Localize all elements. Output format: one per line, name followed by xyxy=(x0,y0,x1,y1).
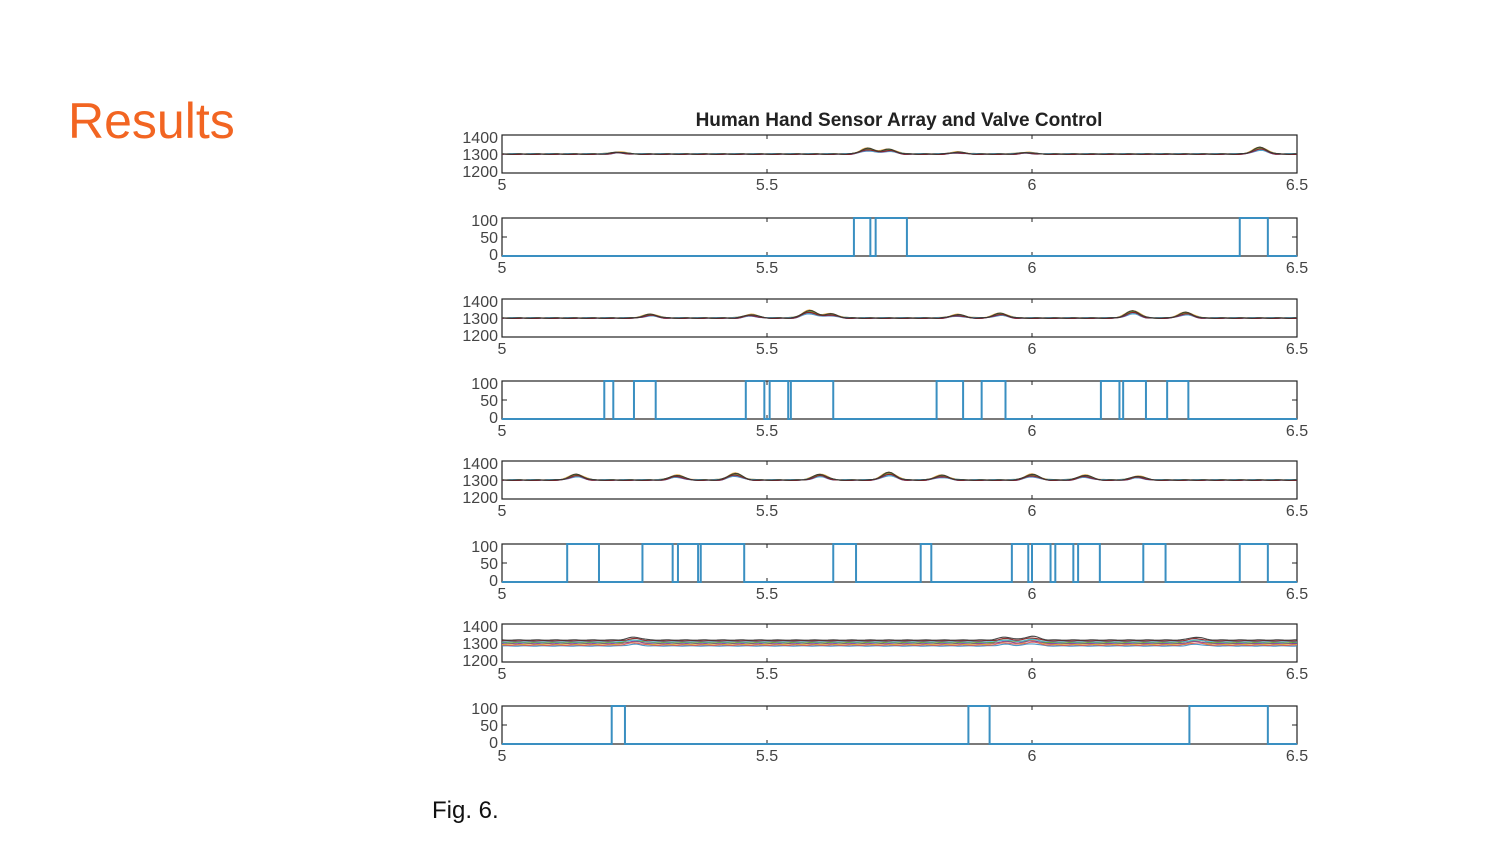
y-tick-label: 100 xyxy=(471,701,498,718)
y-tick-label: 1400 xyxy=(462,619,498,636)
x-tick-label: 6 xyxy=(1028,748,1037,765)
y-tick-label: 50 xyxy=(480,556,498,573)
x-tick-label: 6.5 xyxy=(1286,586,1308,603)
axes-box xyxy=(501,705,1298,745)
y-tick-label: 1300 xyxy=(462,147,498,164)
x-tick-label: 5 xyxy=(498,177,507,194)
sensor-trace-line xyxy=(501,471,1297,481)
x-tick-label: 5 xyxy=(498,260,507,277)
y-tick-label: 0 xyxy=(489,573,498,590)
x-tick-label: 5.5 xyxy=(756,341,778,358)
y-tick-label: 1300 xyxy=(462,311,498,328)
valve-signal-line xyxy=(502,705,1297,745)
x-tick-label: 5 xyxy=(498,748,507,765)
x-tick-label: 5.5 xyxy=(756,177,778,194)
x-tick-label: 5 xyxy=(498,423,507,440)
x-tick-label: 6.5 xyxy=(1286,341,1308,358)
sensor-trace-line xyxy=(501,643,1298,647)
x-tick-label: 6.5 xyxy=(1286,260,1308,277)
y-tick-label: 1400 xyxy=(462,456,498,473)
x-tick-label: 5.5 xyxy=(756,423,778,440)
x-tick-label: 6 xyxy=(1028,503,1037,520)
y-tick-label: 1200 xyxy=(462,490,498,507)
x-tick-label: 5.5 xyxy=(756,748,778,765)
figure-caption: Fig. 6. xyxy=(432,797,499,824)
valve-signal-line xyxy=(502,543,1297,583)
sensor-trace-line xyxy=(501,635,1297,641)
y-tick-label: 1400 xyxy=(462,294,498,311)
slide-title: Results xyxy=(68,93,235,149)
x-tick-label: 6 xyxy=(1028,423,1037,440)
x-tick-label: 6.5 xyxy=(1286,748,1308,765)
x-tick-label: 6.5 xyxy=(1286,666,1308,683)
valve-signal-line xyxy=(502,380,1297,420)
sensor-trace-line xyxy=(501,641,1297,646)
sensor-trace-line xyxy=(501,146,1297,155)
x-tick-label: 5 xyxy=(498,503,507,520)
axes-box xyxy=(501,380,1298,420)
y-tick-label: 1200 xyxy=(462,328,498,345)
x-tick-label: 6 xyxy=(1028,586,1037,603)
sensor-trace-line xyxy=(501,637,1298,642)
y-tick-label: 50 xyxy=(480,718,498,735)
x-tick-label: 5 xyxy=(498,666,507,683)
x-tick-label: 5.5 xyxy=(756,666,778,683)
y-tick-label: 1200 xyxy=(462,653,498,670)
x-tick-label: 6 xyxy=(1028,341,1037,358)
y-tick-label: 1300 xyxy=(462,473,498,490)
y-tick-label: 0 xyxy=(489,410,498,427)
y-tick-label: 100 xyxy=(471,376,498,393)
x-tick-label: 5.5 xyxy=(756,503,778,520)
x-tick-label: 6.5 xyxy=(1286,177,1308,194)
x-tick-label: 6.5 xyxy=(1286,423,1308,440)
y-tick-label: 50 xyxy=(480,230,498,247)
chart-title: Human Hand Sensor Array and Valve Contro… xyxy=(696,110,1103,131)
y-tick-label: 100 xyxy=(471,539,498,556)
x-tick-label: 5.5 xyxy=(756,586,778,603)
axes-box xyxy=(501,217,1298,257)
x-tick-label: 5 xyxy=(498,586,507,603)
sensor-trace-line xyxy=(501,309,1297,319)
x-tick-label: 6 xyxy=(1028,666,1037,683)
x-tick-label: 5 xyxy=(498,341,507,358)
y-tick-label: 0 xyxy=(489,735,498,752)
y-tick-label: 1300 xyxy=(462,636,498,653)
y-tick-label: 50 xyxy=(480,393,498,410)
y-tick-label: 100 xyxy=(471,213,498,230)
x-tick-label: 6.5 xyxy=(1286,503,1308,520)
y-tick-label: 1200 xyxy=(462,164,498,181)
axes-box xyxy=(501,543,1298,583)
x-tick-label: 6 xyxy=(1028,260,1037,277)
x-tick-label: 5.5 xyxy=(756,260,778,277)
valve-signal-line xyxy=(502,217,1297,257)
x-tick-label: 6 xyxy=(1028,177,1037,194)
sensor-trace-line xyxy=(502,638,1298,643)
y-tick-label: 1400 xyxy=(462,130,498,147)
sensor-trace-line xyxy=(501,640,1298,645)
y-tick-label: 0 xyxy=(489,247,498,264)
